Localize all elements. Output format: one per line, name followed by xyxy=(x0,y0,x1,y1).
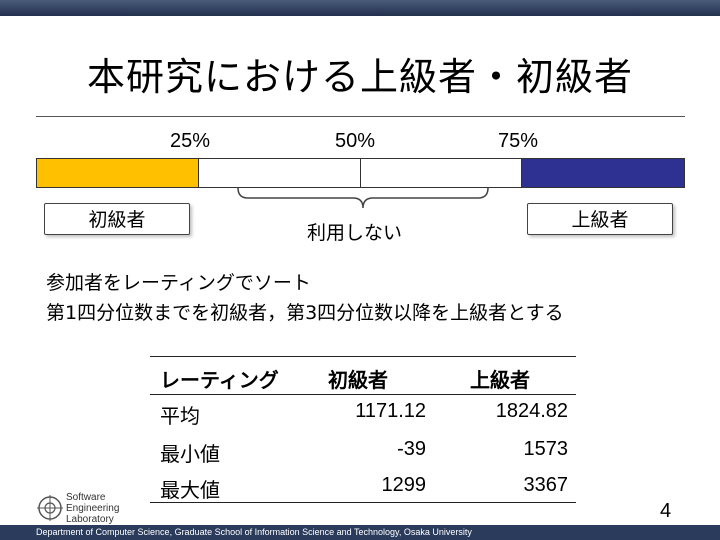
body-line-2: 第1四分位数までを初級者，第3四分位数以降を上級者とする xyxy=(46,302,564,324)
label-50-percent: 50% xyxy=(335,130,376,152)
cell-max-expert: 3367 xyxy=(523,474,569,496)
beginner-segment xyxy=(37,159,199,187)
cell-min-beginner: -39 xyxy=(397,438,426,460)
title-rule xyxy=(36,116,685,117)
beginner-label: 初級者 xyxy=(88,209,146,231)
logo-text-1: Software xyxy=(66,492,106,503)
cell-max-beginner: 1299 xyxy=(381,474,427,496)
row-label-mean: 平均 xyxy=(160,404,200,428)
logo-text-2: Engineering xyxy=(66,503,120,514)
cell-mean-beginner: 1171.12 xyxy=(355,400,426,422)
label-25-percent: 25% xyxy=(170,130,211,152)
header-expert: 上級者 xyxy=(470,368,530,392)
cell-mean-expert: 1824.82 xyxy=(495,400,568,422)
table-bottom-rule xyxy=(150,502,576,503)
beginner-callout: 初級者 xyxy=(44,203,190,235)
cell-min-expert: 1573 xyxy=(523,438,569,460)
lab-logo-icon xyxy=(37,495,63,521)
expert-segment xyxy=(522,159,684,187)
footer-text: Department of Computer Science, Graduate… xyxy=(36,527,472,537)
unused-label: 利用しない xyxy=(307,222,403,244)
label-75-percent: 75% xyxy=(498,130,539,152)
quartile-bar xyxy=(36,158,685,188)
table-top-rule xyxy=(150,356,576,357)
header-rating: レーティング xyxy=(160,368,279,392)
middle-segment-2 xyxy=(360,159,523,187)
header-beginner: 初級者 xyxy=(328,368,388,392)
expert-label: 上級者 xyxy=(571,209,629,231)
slide-title: 本研究における上級者・初級者 xyxy=(86,55,633,99)
body-line-1: 参加者をレーティングでソート xyxy=(46,272,311,294)
expert-callout: 上級者 xyxy=(527,203,673,235)
page-number: 4 xyxy=(660,500,672,522)
row-label-max: 最大値 xyxy=(160,478,220,502)
lab-logo: Software Engineering Laboratory xyxy=(36,492,136,526)
middle-segment-1 xyxy=(198,159,361,187)
middle-brace xyxy=(237,187,489,209)
row-label-min: 最小値 xyxy=(160,442,220,466)
logo-text-3: Laboratory xyxy=(66,514,114,525)
table-header-rule xyxy=(150,394,576,395)
top-bar xyxy=(0,0,720,16)
footer-bar: Department of Computer Science, Graduate… xyxy=(0,525,720,540)
